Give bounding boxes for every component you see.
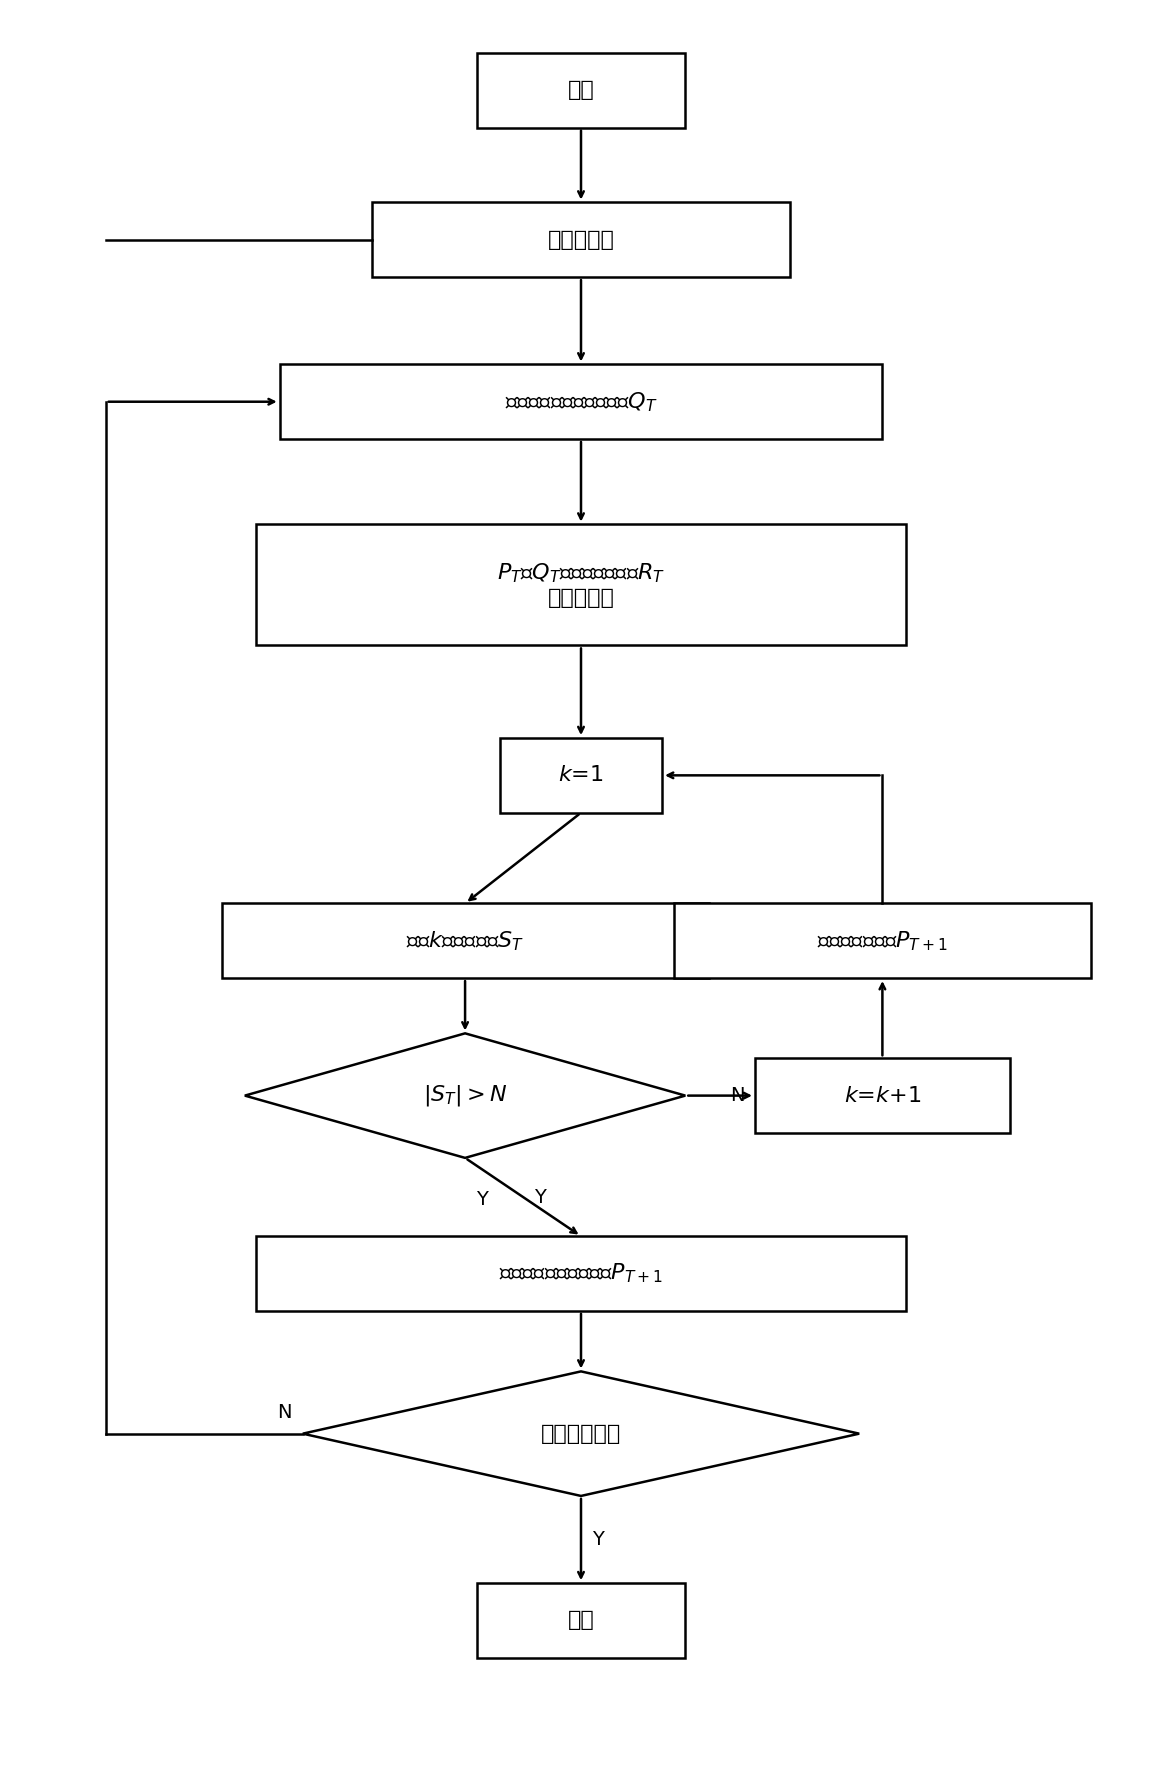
Text: Y: Y (476, 1190, 488, 1208)
Polygon shape (303, 1372, 859, 1495)
Polygon shape (245, 1034, 686, 1158)
Text: Y: Y (593, 1531, 604, 1549)
Text: N: N (730, 1085, 745, 1105)
FancyBboxPatch shape (257, 524, 905, 645)
FancyBboxPatch shape (257, 1237, 905, 1312)
Text: Y: Y (535, 1187, 546, 1206)
Text: 达到终止代数: 达到终止代数 (540, 1424, 622, 1443)
FancyBboxPatch shape (500, 738, 662, 813)
FancyBboxPatch shape (476, 1582, 686, 1657)
Text: 将第$k$层个体存入$S_T$: 将第$k$层个体存入$S_T$ (407, 928, 524, 953)
Text: 从临界层选择个体加入$P_{T+1}$: 从临界层选择个体加入$P_{T+1}$ (498, 1262, 664, 1285)
Text: 交叉、变异产生子代种群$Q_T$: 交叉、变异产生子代种群$Q_T$ (504, 390, 658, 413)
Text: $P_T$和$Q_T$合并形成新种群$R_T$
非支配排序: $P_T$和$Q_T$合并形成新种群$R_T$ 非支配排序 (497, 561, 665, 608)
FancyBboxPatch shape (372, 203, 790, 278)
FancyBboxPatch shape (280, 364, 882, 438)
Text: $k$=$k$+1: $k$=$k$+1 (844, 1085, 921, 1105)
Text: 结束: 结束 (567, 1611, 595, 1631)
FancyBboxPatch shape (674, 903, 1091, 978)
Text: $k$=1: $k$=1 (558, 764, 604, 786)
Text: 初始化种群: 初始化种群 (547, 230, 615, 249)
Text: 加入新一代种群$P_{T+1}$: 加入新一代种群$P_{T+1}$ (817, 928, 948, 953)
FancyBboxPatch shape (476, 53, 686, 128)
Text: N: N (277, 1402, 292, 1422)
Text: 开始: 开始 (567, 80, 595, 100)
Text: $|S_T|>N$: $|S_T|>N$ (423, 1083, 508, 1108)
FancyBboxPatch shape (222, 903, 709, 978)
FancyBboxPatch shape (755, 1059, 1010, 1133)
